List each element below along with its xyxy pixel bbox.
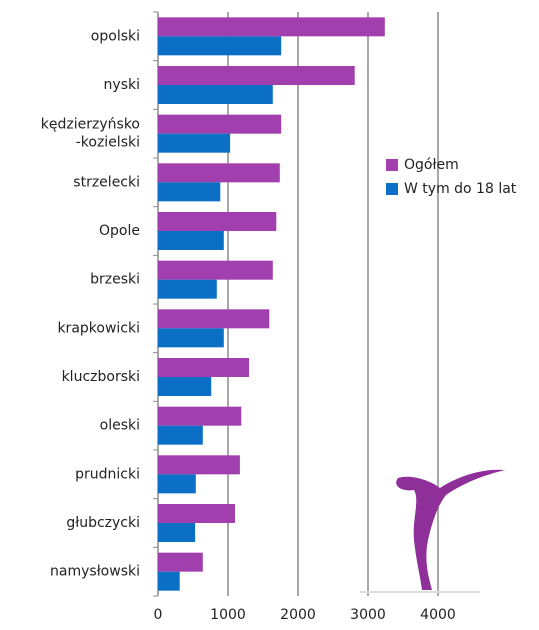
bar: [158, 260, 273, 280]
gymnast-figure: [396, 469, 505, 590]
y-tick-label: głubczycki: [66, 515, 140, 531]
legend-label: W tym do 18 lat: [404, 181, 517, 197]
bar: [158, 504, 235, 523]
legend-swatch: [386, 183, 398, 195]
bar: [158, 377, 212, 396]
y-tick-label: nyski: [104, 77, 140, 93]
bar: [158, 182, 221, 202]
x-tick-label: 2000: [280, 607, 316, 623]
bar: [158, 309, 270, 329]
y-tick-label: kędzierzyńsko -kozielski: [41, 117, 140, 151]
y-tick-label: namysłowski: [50, 564, 140, 580]
y-tick-label: brzeski: [90, 272, 140, 288]
bar: [158, 85, 273, 104]
x-tick-label: 1000: [210, 607, 246, 623]
y-tick-label: prudnicki: [75, 466, 140, 482]
legend-label: Ogółem: [404, 157, 459, 173]
y-tick-label: strzelecki: [73, 174, 140, 190]
y-tick-label: opolski: [91, 28, 140, 44]
bar: [158, 133, 231, 153]
bar: [158, 455, 240, 475]
bar: [158, 523, 196, 542]
bar: [158, 474, 196, 494]
y-tick-label: oleski: [100, 418, 140, 434]
plot: 0 1000 2000 3000 4000 opolski nyski kędzierzyńs…: [41, 11, 517, 623]
bar: [158, 571, 180, 591]
bar: [158, 17, 385, 37]
bar: [158, 552, 203, 572]
bar: [158, 163, 280, 183]
x-tick-label: 4000: [420, 607, 456, 623]
bar: [158, 358, 249, 377]
bar: [158, 36, 282, 56]
bar: [158, 212, 277, 231]
bar: [158, 114, 282, 134]
x-tick-label: 0: [154, 607, 163, 623]
legend-swatch: [386, 159, 398, 171]
bar: [158, 328, 224, 348]
bar: [158, 231, 224, 250]
bar: [158, 425, 203, 445]
bar: [158, 406, 242, 426]
bar: [158, 66, 355, 85]
y-tick-label: Opole: [99, 223, 140, 239]
bar: [158, 279, 217, 299]
x-tick-label: 3000: [350, 607, 386, 623]
y-tick-label: kluczborski: [62, 369, 140, 385]
y-tick-label: krapkowicki: [57, 320, 140, 336]
